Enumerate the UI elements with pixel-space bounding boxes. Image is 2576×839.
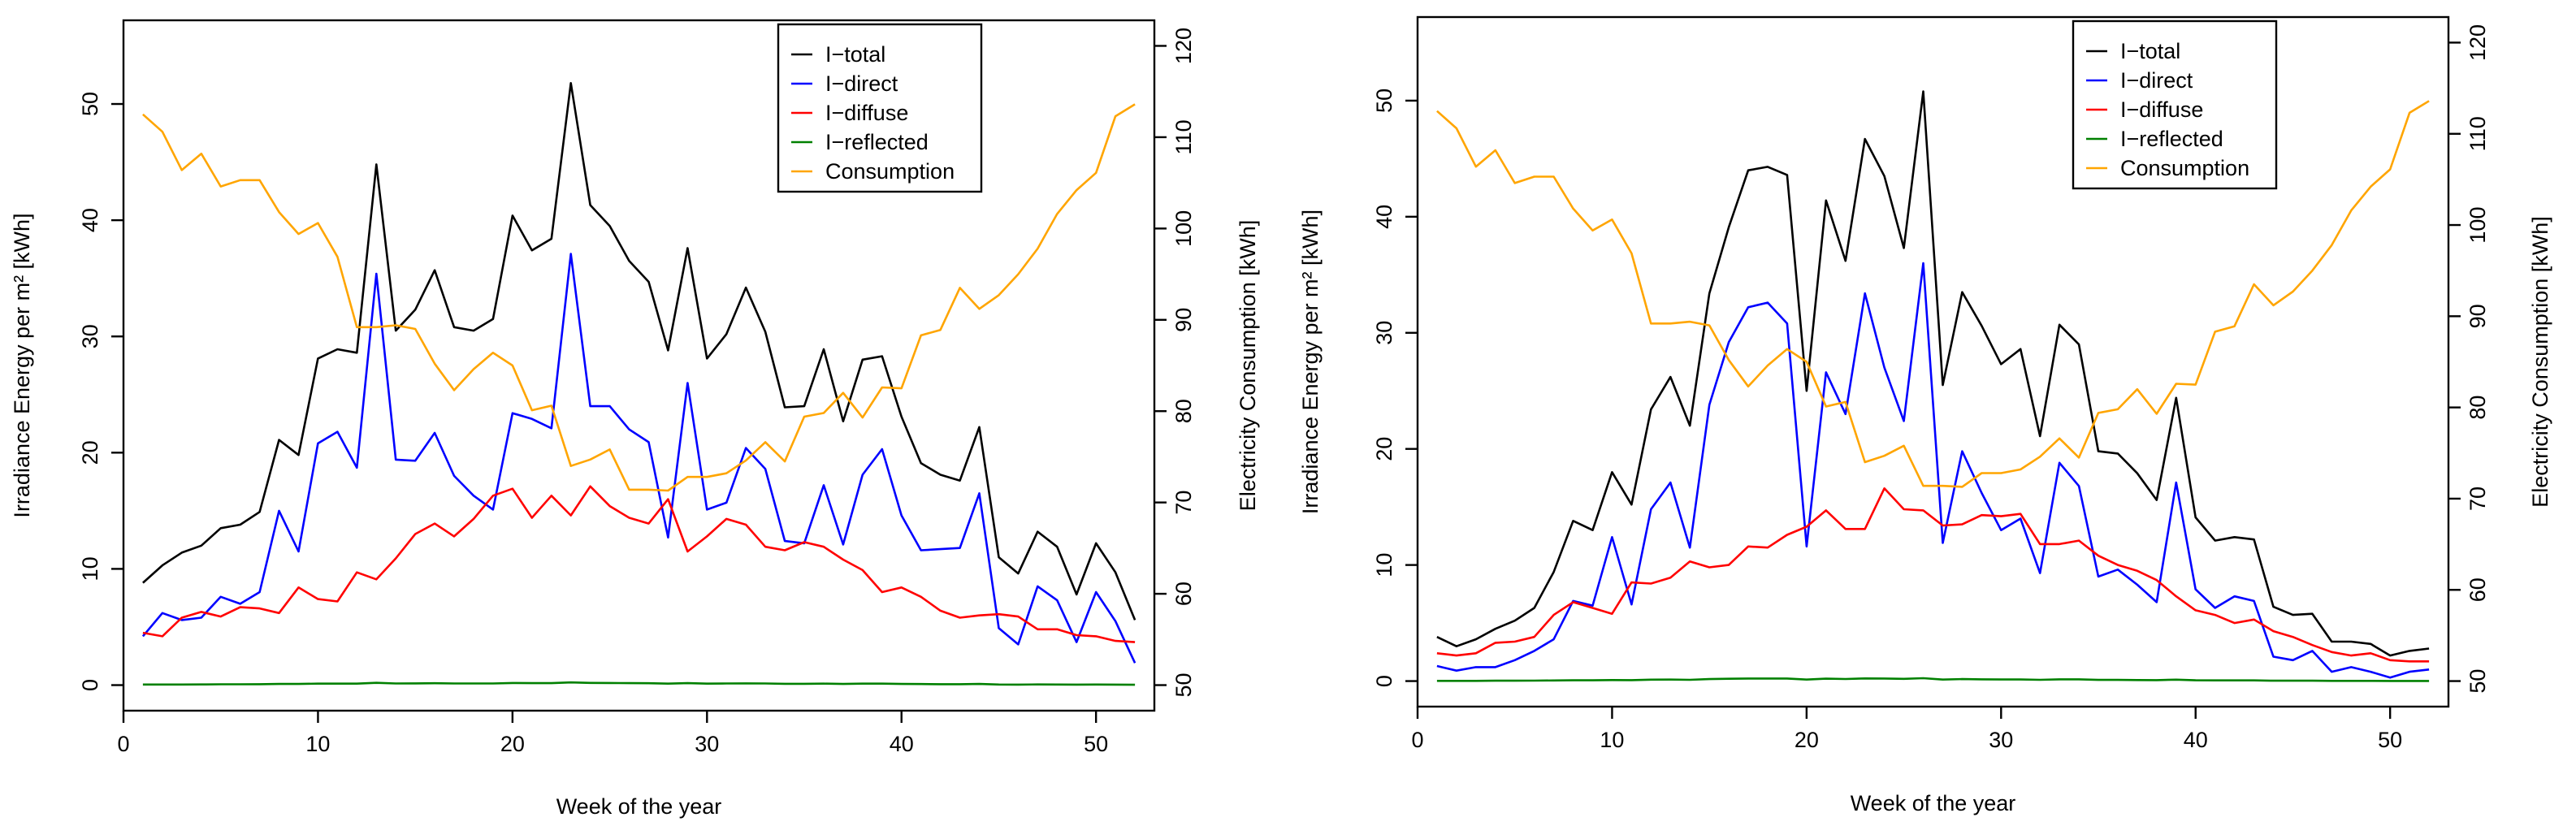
legend-box <box>777 23 983 193</box>
legend-label-diffuse: I−diffuse <box>825 101 908 125</box>
series-line-direct <box>141 253 1136 664</box>
x-tick-label: 0 <box>117 732 129 756</box>
x-tick-label: 50 <box>2378 728 2402 752</box>
y2-tick-label: 90 <box>2466 304 2490 328</box>
x-tick-label: 10 <box>305 732 330 756</box>
legend-label-direct: I−direct <box>825 71 898 96</box>
legend-label-direct: I−direct <box>2120 68 2193 93</box>
y2-tick-label: 50 <box>2466 669 2490 694</box>
y-tick-label: 40 <box>78 208 102 232</box>
y-axis-label: Irradiance Energy per m² [kWh] <box>1298 210 1323 514</box>
y2-tick-label: 110 <box>2466 116 2490 151</box>
y2-tick-label: 120 <box>2466 24 2490 61</box>
x-axis-label: Week of the year <box>556 794 722 819</box>
y2-tick-label: 80 <box>2466 396 2490 420</box>
series-group <box>1436 90 2430 682</box>
y-axis-left: 0 10 20 30 40 50 <box>1372 89 1418 687</box>
legend-label-total: I−total <box>825 42 885 67</box>
y-tick-label: 0 <box>78 679 102 691</box>
x-axis: 0 10 20 30 40 50 <box>1411 707 2402 752</box>
y-tick-label: 20 <box>78 440 102 465</box>
y-tick-label: 10 <box>78 556 102 581</box>
legend-label-reflected: I−reflected <box>825 130 929 154</box>
y2-tick-label: 70 <box>1171 491 1196 515</box>
series-line-consumption <box>1436 100 2430 488</box>
chart-panel-1: 0 10 20 30 40 50 Week of the year 0 10 20 30 40 50 Ir… <box>10 19 1260 819</box>
y-tick-label: 20 <box>1372 437 1396 461</box>
x-axis: 0 10 20 30 40 50 <box>117 711 1108 756</box>
plot-frame <box>1416 15 2450 708</box>
x-tick-label: 10 <box>1600 728 1624 752</box>
y-axis-label: Irradiance Energy per m² [kWh] <box>10 213 34 517</box>
series-line-diffuse <box>142 485 1136 643</box>
legend-label-consumption: Consumption <box>2120 156 2249 180</box>
x-axis-label: Week of the year <box>1851 791 2016 815</box>
legend-label-total: I−total <box>2120 39 2180 63</box>
x-tick-label: 40 <box>2184 728 2208 752</box>
y-tick-label: 40 <box>1372 205 1396 229</box>
legend: I−total I−direct I−diffuse I−reflected Consu… <box>2072 19 2278 190</box>
y-tick-label: 30 <box>1372 321 1396 345</box>
plot-frame <box>122 19 1156 712</box>
series-line-reflected <box>1436 677 2430 682</box>
y-axis-right: 50 60 70 80 90 100 110 120 <box>1154 28 1196 698</box>
legend-label-consumption: Consumption <box>825 159 955 184</box>
y-tick-label: 30 <box>78 324 102 348</box>
y2-tick-label: 100 <box>2466 207 2490 244</box>
y2-tick-label: 60 <box>2466 577 2490 602</box>
x-tick-label: 50 <box>1084 732 1108 756</box>
y2-axis-label: Electricity Consumption [kWh] <box>1236 220 1260 512</box>
legend-label-reflected: I−reflected <box>2120 127 2223 151</box>
x-tick-label: 30 <box>695 732 719 756</box>
y2-tick-label: 110 <box>1171 119 1196 154</box>
series-line-total <box>1436 90 2430 657</box>
series-line-total <box>142 82 1136 621</box>
y2-tick-label: 90 <box>1171 308 1196 332</box>
x-tick-label: 40 <box>890 732 914 756</box>
y2-tick-label: 120 <box>1171 28 1196 64</box>
series-line-consumption <box>142 103 1136 492</box>
y2-axis-label: Electricity Consumption [kWh] <box>2528 216 2552 508</box>
series-group <box>141 82 1136 686</box>
x-tick-label: 20 <box>500 732 525 756</box>
y2-tick-label: 50 <box>1171 672 1196 697</box>
x-tick-label: 30 <box>1989 728 2013 752</box>
y-tick-label: 10 <box>1372 553 1396 577</box>
y-tick-label: 50 <box>1372 89 1396 113</box>
y-axis-left: 0 10 20 30 40 50 <box>78 92 123 691</box>
y2-tick-label: 80 <box>1171 399 1196 423</box>
x-tick-label: 20 <box>1795 728 1819 752</box>
legend-label-diffuse: I−diffuse <box>2120 97 2203 122</box>
chart-panel-2: 0 10 20 30 40 50 Week of the year 0 10 20 30 40 50 Ir… <box>1298 15 2552 815</box>
series-line-diffuse <box>1436 487 2430 663</box>
x-tick-label: 0 <box>1411 728 1423 752</box>
y-axis-right: 50 60 70 80 90 100 110 120 <box>2448 24 2490 694</box>
y-tick-label: 50 <box>78 92 102 116</box>
series-line-reflected <box>142 681 1136 686</box>
legend: I−total I−direct I−diffuse I−reflected Consu… <box>777 23 983 193</box>
y2-tick-label: 70 <box>2466 487 2490 511</box>
y2-tick-label: 100 <box>1171 210 1196 247</box>
legend-box <box>2072 19 2278 190</box>
y-tick-label: 0 <box>1372 675 1396 687</box>
series-line-direct <box>1436 262 2430 679</box>
y2-tick-label: 60 <box>1171 582 1196 606</box>
